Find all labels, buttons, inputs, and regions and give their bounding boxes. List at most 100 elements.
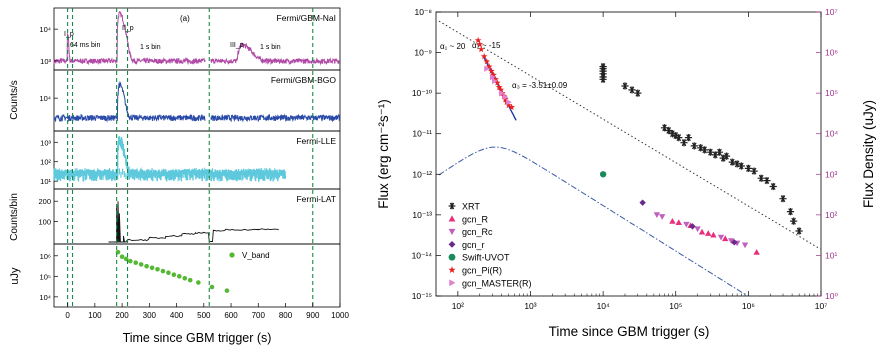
flux-ylabel: Flux (erg cm⁻²s⁻¹) <box>376 99 391 209</box>
lc-ytick-label: 10⁴ <box>39 94 51 103</box>
data-point <box>737 162 745 170</box>
lc-xtick-label: 1000 <box>331 311 349 320</box>
trigger-dashed-lines <box>67 8 314 307</box>
data-point <box>599 63 607 71</box>
flux-ytick-label: 10⁻¹⁴ <box>412 250 433 260</box>
lc-ytick-label: 10⁴ <box>39 293 51 302</box>
vband-point <box>224 288 230 293</box>
legend-marker <box>448 253 456 261</box>
data-point <box>757 174 765 182</box>
legend-label: gcn_Pi(R) <box>462 266 502 276</box>
data-point <box>763 176 771 185</box>
lc-xlabel: Time since GBM trigger (s) <box>123 331 272 345</box>
data-point <box>474 36 482 44</box>
data-point <box>680 139 688 147</box>
vband-point <box>166 270 171 275</box>
vband-point <box>149 265 155 271</box>
flux-ytick-label: 10⁻¹² <box>412 169 432 179</box>
lc-xtick-label: 700 <box>252 311 266 320</box>
annotation-1s-bin-a: 1 s bin <box>140 44 161 51</box>
flux-xtick-label: 10⁴ <box>597 301 610 311</box>
flux-ytick-right-label: 10³ <box>825 169 837 179</box>
data-point <box>502 95 509 103</box>
lc-panel-bgo-label: Fermi/GBM-BGO <box>271 75 337 85</box>
data-point <box>683 221 690 228</box>
data-point <box>705 230 712 236</box>
lc-panel-lle-label: Fermi-LLE <box>296 136 336 146</box>
data-point <box>741 242 749 249</box>
data-point <box>786 208 795 216</box>
data-point <box>634 89 642 97</box>
lc-ytick-label: 10⁵ <box>40 272 51 281</box>
data-point <box>489 73 496 81</box>
vband-point <box>187 277 193 283</box>
annotation-64ms-bin: 64 ms bin <box>70 42 100 49</box>
series-gcn-r <box>639 199 738 246</box>
legend-label: gcn_Rc <box>462 227 493 237</box>
data-point <box>684 134 693 142</box>
lc-panel-nai: 10³ 10⁴ Fermi/GBM-NaI (a) I_p 64 ms bin I… <box>39 7 341 71</box>
lc-ylabel-counts-s: Counts/s <box>9 80 20 119</box>
lc-nai-curve <box>53 10 341 66</box>
lc-panel-tag: (a) <box>180 14 190 23</box>
data-point <box>508 103 515 111</box>
data-point <box>669 217 676 224</box>
lc-x-axis: 0 100 200 300 400 500 600 700 800 900 1000 <box>65 303 349 320</box>
data-point <box>505 101 512 109</box>
data-point <box>675 134 683 142</box>
data-point <box>697 144 705 152</box>
flux-xlabel: Time since GBM trigger (s) <box>549 324 710 339</box>
lc-ytick-label: 10³ <box>40 57 51 66</box>
series-xrt <box>599 63 803 235</box>
flux-ylabel-right: Flux Density (uJy) <box>861 100 876 208</box>
legend-label: gcn_MASTER(R) <box>462 278 532 288</box>
vband-point <box>196 280 201 285</box>
data-point <box>717 234 725 241</box>
vband-point <box>176 274 182 279</box>
data-point <box>727 238 735 244</box>
lc-ytick-label: 10³ <box>40 138 51 147</box>
lc-ytick-label: 10⁶ <box>40 252 51 261</box>
vband-point <box>127 258 133 264</box>
alpha-2-label: α₂ ~ -15 <box>472 41 501 50</box>
flux-figure: 10² 10³ 10⁴ 10⁵ 10⁶ 10⁷ 10⁻¹⁵ 10⁻¹⁴ 10⁻¹³ 10⁻¹² 10… <box>376 7 876 339</box>
lc-nai-yticks: 10³ 10⁴ <box>39 25 58 66</box>
vband-point <box>182 276 188 281</box>
data-point <box>492 75 499 83</box>
data-point <box>753 249 760 255</box>
data-point <box>719 154 727 162</box>
data-point <box>599 67 607 75</box>
data-point <box>480 53 488 60</box>
lc-curve-path <box>53 80 341 123</box>
data-point <box>628 86 636 94</box>
data-point <box>599 171 607 178</box>
light-curve-figure: 10³ 10⁴ Fermi/GBM-NaI (a) I_p 64 ms bin I… <box>9 7 349 345</box>
data-point <box>653 212 661 219</box>
data-point <box>660 124 669 132</box>
data-point <box>639 199 646 206</box>
vband-point <box>133 260 139 266</box>
data-point <box>722 152 731 160</box>
data-point <box>750 167 758 175</box>
flux-xtick-label: 10³ <box>524 301 536 311</box>
flux-data-points <box>474 36 803 255</box>
annotation-pulse-2: II_p <box>122 25 134 32</box>
data-point <box>711 151 719 159</box>
lc-bgo-curve <box>53 80 341 123</box>
data-point <box>476 40 484 48</box>
lc-ytick-label: 10¹ <box>40 177 51 186</box>
data-point <box>506 98 512 106</box>
data-point <box>494 79 501 86</box>
vband-point <box>119 254 125 260</box>
flux-ytick-right-label: 10⁵ <box>825 88 838 98</box>
legend-label: gcn_R <box>462 214 489 224</box>
data-point <box>779 195 787 203</box>
lc-ytick-label: 10² <box>40 158 51 167</box>
annotation-pulse-3: III_p <box>230 42 244 49</box>
data-point <box>790 217 798 225</box>
data-point <box>728 158 736 166</box>
data-point <box>502 93 509 101</box>
vband-point <box>144 263 149 269</box>
vband-legend-marker <box>229 252 235 258</box>
